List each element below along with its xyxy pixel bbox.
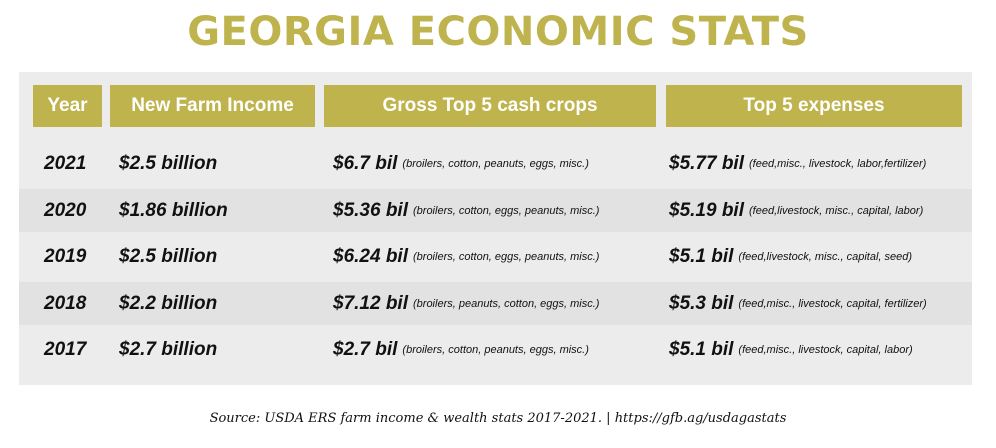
crops-detail: (broilers, cotton, peanuts, eggs, misc.) <box>402 157 589 170</box>
expenses-detail: (feed,livestock, misc., capital, seed) <box>738 250 913 263</box>
cell-expenses: $5.19 bil (feed,livestock, misc., capital… <box>669 189 923 232</box>
cell-crops: $7.12 bil (broilers, peanuts, cotton, egg… <box>333 282 599 325</box>
crops-detail: (broilers, cotton, eggs, peanuts, misc.) <box>413 250 600 263</box>
expenses-detail: (feed,misc., livestock, labor,fertilizer… <box>749 157 927 170</box>
expenses-detail: (feed,misc., livestock, capital, labor) <box>738 343 913 356</box>
cell-year: 2018 <box>44 292 87 314</box>
expenses-total: $5.1 bil <box>669 245 734 267</box>
table-row: 2018 $2.2 billion $7.12 bil (broilers, pe… <box>19 282 972 325</box>
header-top-5-expenses: Top 5 expenses <box>666 85 962 127</box>
crops-total: $6.24 bil <box>333 245 408 267</box>
crops-total: $5.36 bil <box>333 199 408 221</box>
crops-total: $6.7 bil <box>333 152 398 174</box>
cell-year: 2021 <box>44 152 87 174</box>
expenses-total: $5.19 bil <box>669 199 744 221</box>
cell-income: $1.86 billion <box>119 199 228 221</box>
cell-income: $2.7 billion <box>119 338 218 360</box>
header-year: Year <box>33 85 102 127</box>
cell-expenses: $5.3 bil (feed,misc., livestock, capital,… <box>669 282 927 325</box>
cell-crops: $6.24 bil (broilers, cotton, eggs, peanut… <box>333 235 599 278</box>
cell-crops: $6.7 bil (broilers, cotton, peanuts, eggs… <box>333 142 589 185</box>
crops-total: $7.12 bil <box>333 292 408 314</box>
expenses-detail: (feed,livestock, misc., capital, labor) <box>749 204 924 217</box>
expenses-total: $5.77 bil <box>669 152 744 174</box>
cell-expenses: $5.1 bil (feed,misc., livestock, capital,… <box>669 328 913 371</box>
cell-year: 2020 <box>44 199 87 221</box>
table-row: 2020 $1.86 billion $5.36 bil (broilers, c… <box>19 189 972 232</box>
cell-year: 2019 <box>44 245 87 267</box>
header-new-farm-income: New Farm Income <box>110 85 315 127</box>
cell-income: $2.5 billion <box>119 152 218 174</box>
crops-detail: (broilers, peanuts, cotton, eggs, misc.) <box>413 297 600 310</box>
page-title: GEORGIA ECONOMIC STATS <box>187 9 809 55</box>
crops-total: $2.7 bil <box>333 338 398 360</box>
cell-income: $2.2 billion <box>119 292 218 314</box>
expenses-total: $5.1 bil <box>669 338 734 360</box>
cell-year: 2017 <box>44 338 87 360</box>
header-gross-top-5-cash-crops: Gross Top 5 cash crops <box>324 85 656 127</box>
cell-crops: $2.7 bil (broilers, cotton, peanuts, eggs… <box>333 328 589 371</box>
cell-expenses: $5.1 bil (feed,livestock, misc., capital,… <box>669 235 912 278</box>
table-row: 2017 $2.7 billion $2.7 bil (broilers, cot… <box>19 328 972 371</box>
cell-crops: $5.36 bil (broilers, cotton, eggs, peanut… <box>333 189 599 232</box>
table-row: 2021 $2.5 billion $6.7 bil (broilers, cot… <box>19 142 972 185</box>
source-note: Source: USDA ERS farm income & wealth st… <box>209 411 787 426</box>
expenses-detail: (feed,misc., livestock, capital, fertili… <box>738 297 927 310</box>
expenses-total: $5.3 bil <box>669 292 734 314</box>
table-row: 2019 $2.5 billion $6.24 bil (broilers, co… <box>19 235 972 278</box>
cell-income: $2.5 billion <box>119 245 218 267</box>
cell-expenses: $5.77 bil (feed,misc., livestock, labor,f… <box>669 142 926 185</box>
crops-detail: (broilers, cotton, peanuts, eggs, misc.) <box>402 343 589 356</box>
crops-detail: (broilers, cotton, eggs, peanuts, misc.) <box>413 204 600 217</box>
